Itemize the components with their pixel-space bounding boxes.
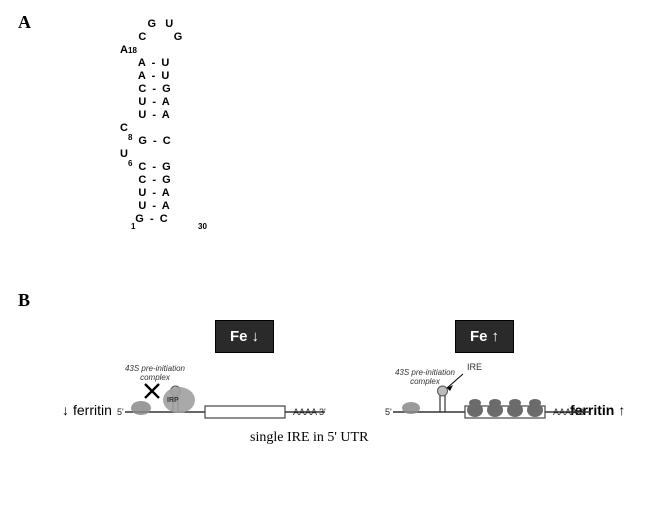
three-prime-label: AAAA 3' [553, 407, 586, 417]
caption-text: single IRE in 5' UTR [250, 430, 368, 446]
ferritin-text: ferritin [73, 402, 112, 418]
five-prime-label: 5' [385, 407, 392, 417]
stemloop-sub-1: 1 [131, 220, 135, 233]
up-arrow-icon: ↑ [492, 328, 500, 345]
fe-high-box: Fe↑ [455, 320, 514, 353]
preinit-complex-label: 43S pre-initiation complex [120, 364, 190, 382]
three-prime-label: AAAA 3' [293, 407, 326, 417]
ire-label: IRE [467, 362, 482, 372]
stemloop-sub-30: 30 [198, 220, 207, 233]
down-arrow-icon: ↓ [252, 328, 260, 345]
panel-b-label: B [18, 290, 30, 311]
up-arrow-icon: ↑ [618, 402, 625, 418]
irp-label: IRP [167, 397, 179, 404]
fe-high-label: Fe [470, 328, 488, 345]
fe-low-label: Fe [230, 328, 248, 345]
stemloop-sub-u6: 6 [128, 157, 132, 170]
ferritin-low-label: ↓ferritin [58, 402, 112, 418]
stemloop-sub-a18: 18 [128, 44, 137, 57]
stemloop-sub-c8: 8 [128, 131, 132, 144]
five-prime-label: 5' [117, 407, 124, 417]
mrna-diagram-high-fe: 43S pre-initiation complex IRE 5' AAAA 3… [385, 400, 605, 440]
preinit-complex-label: 43S pre-initiation complex [390, 368, 460, 386]
panel-a-label: A [18, 12, 31, 33]
fe-low-box: Fe↓ [215, 320, 274, 353]
down-arrow-icon: ↓ [62, 402, 69, 418]
